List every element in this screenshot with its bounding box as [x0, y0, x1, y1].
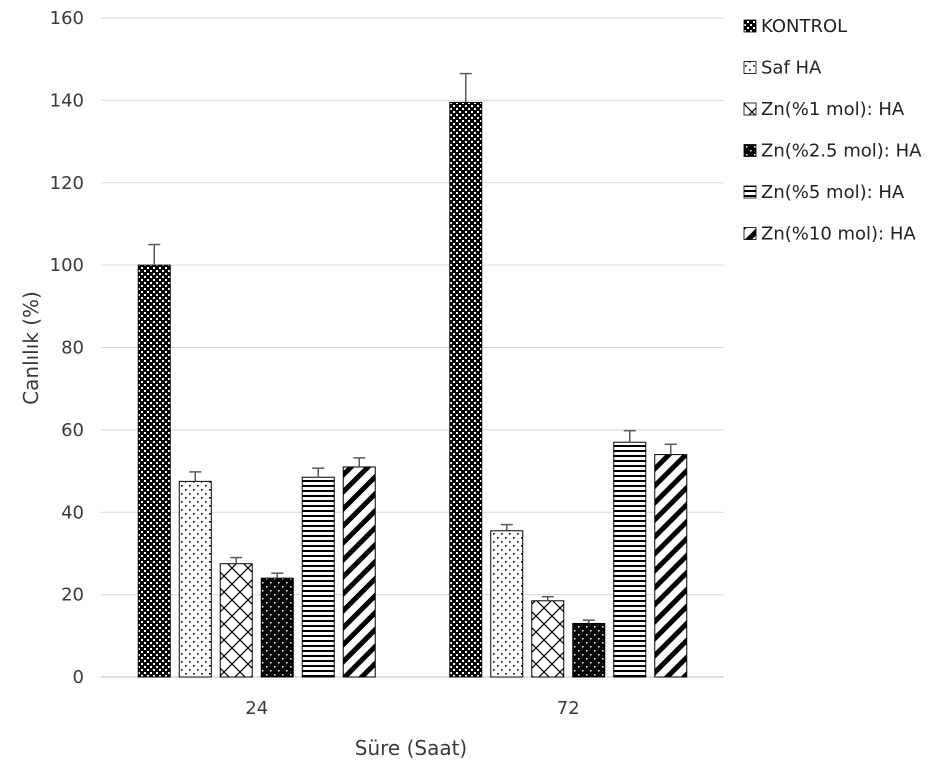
bar [572, 622, 606, 678]
y-tick-label: 20 [61, 585, 84, 606]
y-axis-ticks: 0 20 40 60 80 100 120 140 160 [50, 8, 84, 688]
bar [301, 476, 335, 678]
y-tick-label: 80 [61, 338, 84, 359]
legend-item: Saf HA [743, 58, 822, 79]
x-axis-title: Süre (Saat) [355, 736, 467, 760]
bar [178, 480, 212, 678]
y-axis-title: Canlılık (%) [19, 291, 43, 405]
legend-swatch [743, 227, 757, 240]
legend-label: Zn(%2.5 mol): HA [761, 141, 922, 162]
legend-swatch [743, 144, 757, 157]
bar [219, 563, 253, 678]
bar [342, 466, 376, 678]
legend-label: Zn(%5 mol): HA [761, 182, 905, 203]
legend: KONTROL Saf HA Zn(%1 mol): HA Zn(%2.5 mol):… [743, 16, 922, 245]
legend-label: KONTROL [761, 16, 847, 37]
legend-swatch [743, 61, 757, 74]
y-tick-label: 60 [61, 420, 84, 441]
legend-label: Saf HA [761, 58, 822, 79]
y-tick-label: 160 [50, 8, 84, 29]
legend-item: KONTROL [743, 16, 847, 37]
y-tick-label: 120 [50, 173, 84, 194]
legend-item: Zn(%2.5 mol): HA [743, 141, 922, 162]
y-tick-label: 40 [61, 502, 84, 523]
bar [260, 577, 294, 678]
x-tick-label: 24 [245, 698, 268, 719]
legend-swatch [743, 19, 757, 33]
legend-label: Zn(%1 mol): HA [761, 99, 905, 120]
legend-label: Zn(%10 mol): HA [761, 224, 916, 245]
x-axis-ticks: 24 72 [245, 698, 579, 719]
bar [531, 600, 565, 678]
y-tick-label: 140 [50, 90, 84, 111]
legend-item: Zn(%10 mol): HA [743, 224, 916, 245]
bars [137, 101, 688, 678]
bar [490, 530, 524, 678]
error-bars [148, 72, 677, 624]
bar [449, 101, 483, 678]
x-tick-label: 72 [557, 698, 580, 719]
legend-swatch [743, 102, 757, 116]
legend-item: Zn(%1 mol): HA [743, 99, 905, 120]
bar [654, 454, 688, 678]
legend-swatch [743, 185, 757, 199]
y-tick-label: 0 [73, 667, 84, 688]
legend-item: Zn(%5 mol): HA [743, 182, 905, 203]
bar [137, 264, 171, 678]
bar [613, 441, 647, 678]
y-tick-label: 100 [50, 255, 84, 276]
